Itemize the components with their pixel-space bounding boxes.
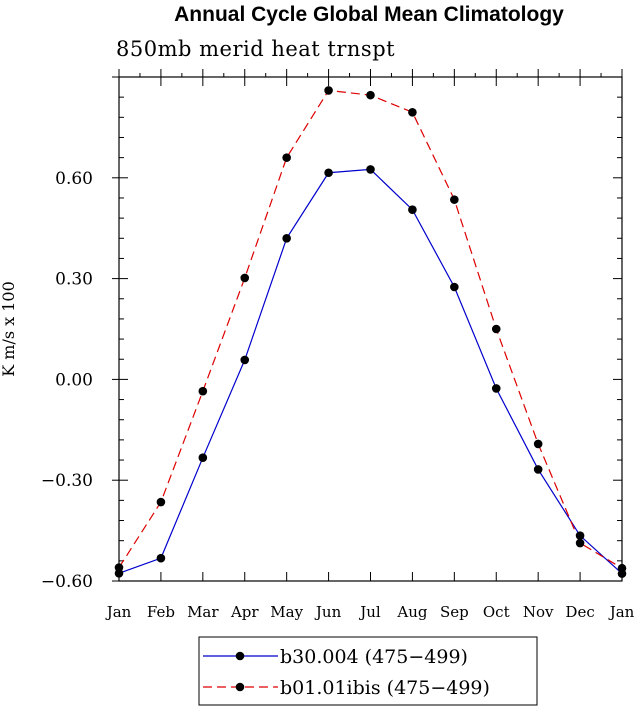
x-tick-label: Jan [608, 603, 635, 621]
plot-frame [118, 76, 623, 582]
legend-marker-series-1 [235, 651, 245, 661]
y-tick-label: 0.60 [55, 169, 93, 189]
series-2-point [491, 324, 501, 334]
series-1-point [533, 465, 543, 474]
series-2-point [575, 538, 585, 548]
x-tick-label: Jun [314, 603, 342, 621]
y-axis-label: K m/s x 100 [0, 281, 18, 377]
legend-label-series-1: b30.004 (475−499) [280, 646, 468, 668]
legend-marker-series-2 [235, 682, 245, 692]
x-tick-label: Sep [440, 603, 469, 621]
series-2-point [450, 195, 459, 204]
y-tick-label: 0.30 [55, 270, 93, 290]
series-1-point [575, 531, 585, 540]
x-tick-label: Nov [523, 603, 554, 621]
x-tick-label: Jul [358, 603, 381, 621]
axis-ticks [112, 69, 623, 582]
x-tick-label: May [270, 603, 303, 621]
chart-subtitle: 850mb merid heat trnspt [116, 37, 395, 61]
legend-label-series-2: b01.01ibis (475−499) [280, 677, 490, 699]
x-tick-label: Mar [187, 603, 219, 621]
chart-title: Annual Cycle Global Mean Climatology [174, 3, 564, 26]
series-1-point [324, 168, 333, 178]
x-tick-label: Dec [565, 603, 594, 621]
series-layer [114, 86, 627, 578]
x-tick-label: Apr [230, 603, 259, 621]
series-2-point [533, 439, 543, 449]
x-tick-labels: Jan Feb Mar Apr May Jun Jul Aug Sep Oct Nov Dec Jan [105, 603, 635, 621]
series-2-point [240, 273, 250, 283]
series-2-point [156, 497, 166, 507]
series-2-point [114, 563, 124, 572]
series-2-point [282, 153, 291, 162]
series-2-point [366, 90, 375, 100]
y-tick-labels: 0.60 0.30 0.00 −0.30 −0.60 [41, 169, 93, 592]
series-2-point [617, 563, 627, 573]
x-tick-label: Aug [396, 603, 427, 621]
series-1-point [282, 233, 291, 243]
series-1-point [240, 355, 250, 365]
series-1-point [450, 282, 459, 292]
series-1-point [366, 165, 375, 174]
series-2-point [198, 386, 208, 396]
x-tick-label: Oct [483, 603, 510, 621]
x-tick-label: Feb [147, 603, 175, 621]
series-2-point [324, 86, 333, 95]
legend-box [198, 636, 538, 706]
y-tick-label: −0.60 [41, 572, 93, 592]
series-line-1 [118, 168, 623, 575]
y-tick-label: 0.00 [55, 370, 93, 390]
series-1-point [491, 384, 501, 393]
series-1-point [198, 453, 208, 462]
series-1-point [156, 553, 166, 563]
x-tick-label: Jan [105, 603, 132, 621]
series-1-point [408, 205, 417, 215]
series-line-2 [118, 89, 623, 569]
legend: b30.004 (475−499) b01.01ibis (475−499) [198, 636, 538, 706]
y-tick-label: −0.30 [41, 471, 93, 491]
series-2-point [408, 107, 417, 117]
